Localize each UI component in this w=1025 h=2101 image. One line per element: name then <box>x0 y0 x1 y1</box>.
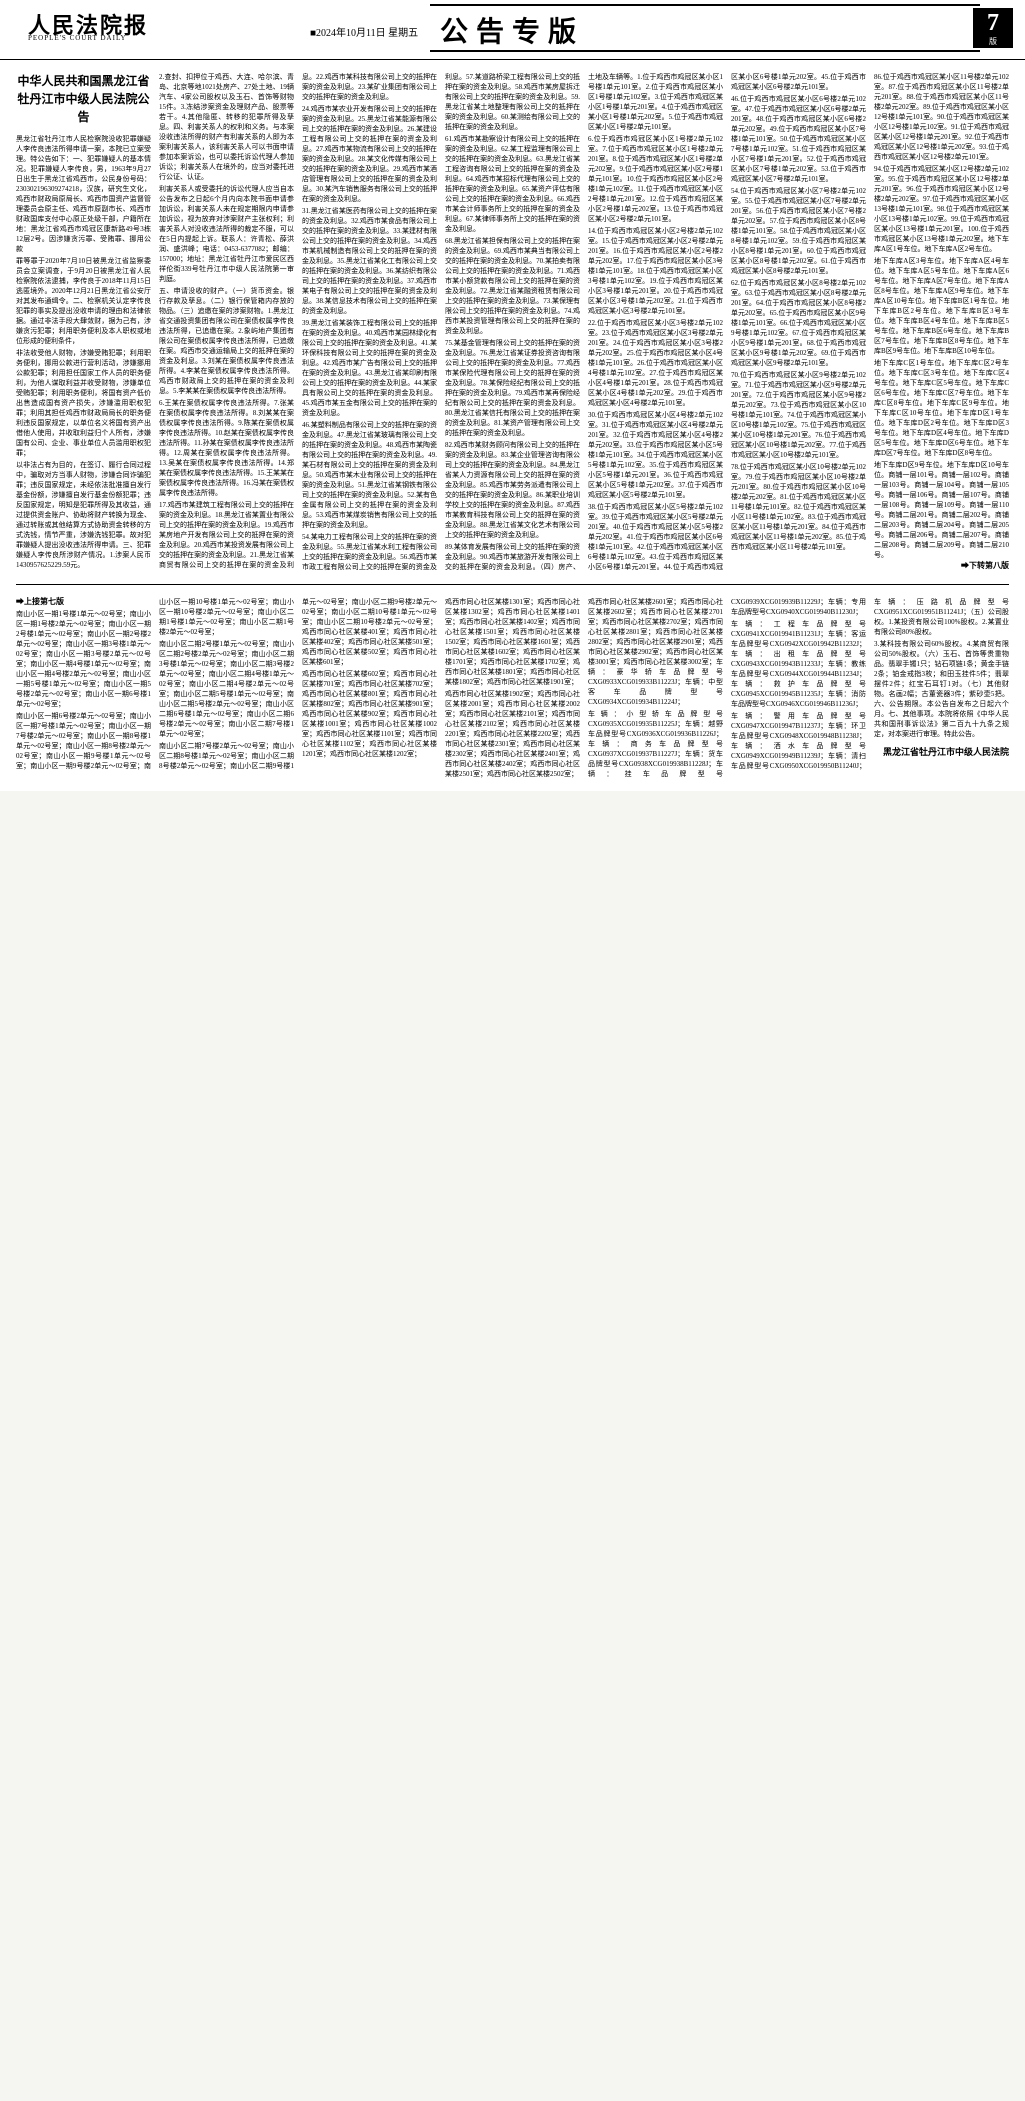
body-paragraph: 以非法占有为目的，在签订、履行合同过程中，骗取对方当事人财物，涉嫌合同诈骗犯罪；… <box>16 460 151 570</box>
body-paragraph: 61.鸡西市某勘察设计有限公司上交的抵押在案的资金及利息。62.某工程监理有限公… <box>445 134 580 234</box>
top-body-container: 黑龙江省牡丹江市人民检察院没收犯罪嫌疑人李传良违法所得申请一案，本院已立案受理。… <box>16 72 1009 572</box>
body-paragraph: 鸡西市同心社区某楼602室；鸡西市同心社区某楼701室；鸡西市同心社区某楼702… <box>302 669 437 759</box>
body-paragraph: 车辆：工程车品牌型号CXG0941XCG019941B11231J；车辆：客运车… <box>731 619 866 709</box>
body-paragraph: 75.某基金管理有限公司上交的抵押在案的资金及利息。76.黑龙江省某证券投资咨询… <box>445 338 580 438</box>
page-number-box: 7 版 <box>973 8 1013 48</box>
issuer-signature: 黑龙江省牡丹江市中级人民法院 <box>874 745 1009 758</box>
body-paragraph: 南山小区一期1号楼1单元～02号室；南山小区一期1号楼2单元～02号室；南山小区… <box>16 609 151 709</box>
top-columns: 中华人民共和国黑龙江省 牡丹江市中级人民法院公告 黑龙江省牡丹江市人民检察院没收… <box>16 72 1009 572</box>
continuation-from: ➡上接第七版 <box>16 597 151 607</box>
top-article-block: 中华人民共和国黑龙江省 牡丹江市中级人民法院公告 黑龙江省牡丹江市人民检察院没收… <box>0 60 1025 580</box>
bottom-body-container: 南山小区一期1号楼1单元～02号室；南山小区一期1号楼2单元～02号室；南山小区… <box>16 597 1009 779</box>
body-paragraph: 24.鸡西市某农业开发有限公司上交的抵押在案的资金及利息。25.黑龙江省某能源有… <box>302 104 437 204</box>
body-paragraph: 94.位于鸡西市鸡冠区某小区12号楼2单元102室。95.位于鸡西市鸡冠区某小区… <box>874 164 1009 254</box>
body-paragraph: 54.位于鸡西市鸡冠区某小区7号楼2单元102室。55.位于鸡西市鸡冠区某小区7… <box>731 186 866 276</box>
body-paragraph: 黑龙江省牡丹江市人民检察院没收犯罪嫌疑人李传良违法所得申请一案，本院已立案受理。… <box>16 134 151 254</box>
body-paragraph: 3.某科技有限公司60%股权。4.某商贸有限公司50%股权。（六）玉石、首饰等贵… <box>874 639 1009 739</box>
body-paragraph: 6.王某在案债权属李传良违法所得。7.张某在案债权属李传良违法所得。8.刘某某在… <box>159 398 294 498</box>
body-paragraph: 鸡西市同心社区某楼2601室；鸡西市同心社区某楼2602室；鸡西市同心社区某楼2… <box>588 597 723 707</box>
body-paragraph: 地下车库D区9号车位。地下车库D区10号车位。商铺一层101号。商铺一层102号… <box>874 460 1009 560</box>
body-paragraph: 五、申请没收的财产。（一）货币资金。银行存款及孳息。（二）银行保管箱内存放的物品… <box>159 286 294 396</box>
body-paragraph: 39.黑龙江省某装饰工程有限公司上交的抵押在案的资金及利息。40.鸡西市某园林绿… <box>302 318 437 418</box>
body-paragraph: 地下车库A区3号车位。地下车库A区4号车位。地下车库A区5号车位。地下车库A区6… <box>874 256 1009 356</box>
body-paragraph: 非法收受他人财物，涉嫌受贿犯罪；利用职务便利，挪用公款进行营利活动，涉嫌挪用公款… <box>16 348 151 458</box>
newspaper-page: 人民法院报 PEOPLE'S COURT DAILY ■2024年10月11日 … <box>0 0 1025 791</box>
section-title: 公告专版 <box>440 10 584 50</box>
body-paragraph: 14.位于鸡西市鸡冠区某小区2号楼2单元102室。15.位于鸡西市鸡冠区某小区2… <box>588 226 723 316</box>
page-header: 人民法院报 PEOPLE'S COURT DAILY ■2024年10月11日 … <box>0 0 1025 60</box>
dateline: ■2024年10月11日 星期五 <box>310 24 418 39</box>
notice-title-line2: 牡丹江市中级人民法院公告 <box>16 90 151 126</box>
body-paragraph: 30.位于鸡西市鸡冠区某小区4号楼2单元102室。31.位于鸡西市鸡冠区某小区4… <box>588 410 723 500</box>
body-paragraph: 62.位于鸡西市鸡冠区某小区8号楼2单元102室。63.位于鸡西市鸡冠区某小区8… <box>731 278 866 368</box>
body-paragraph: 6.位于鸡西市鸡冠区某小区1号楼2单元102室。7.位于鸡西市鸡冠区某小区1号楼… <box>588 134 723 224</box>
body-paragraph: 利害关系人或受委托的诉讼代理人应当自本公告发布之日起6个月内向本院书面申请参加诉… <box>159 184 294 284</box>
body-paragraph: 鸡西市同心社区某楼1301室；鸡西市同心社区某楼1302室；鸡西市同心社区某楼1… <box>445 597 580 687</box>
page-number: 7 <box>973 8 1013 38</box>
notice-title-line1: 中华人民共和国黑龙江省 <box>16 72 151 90</box>
body-paragraph: 南山小区二期2号楼1单元～02号室；南山小区二期2号楼2单元～02号室；南山小区… <box>159 639 294 739</box>
body-paragraph: 2.查封、扣押位于鸡西、大连、哈尔滨、青岛、北京等地1021处房产、27处土地、… <box>159 72 294 182</box>
body-paragraph: 78.位于鸡西市鸡冠区某小区10号楼2单元102室。79.位于鸡西市鸡冠区某小区… <box>731 462 866 552</box>
body-paragraph: 68.黑龙江省某担保有限公司上交的抵押在案的资金及利息。69.鸡西市某典当有限公… <box>445 236 580 336</box>
body-paragraph: 86.位于鸡西市鸡冠区某小区11号楼2单元102室。87.位于鸡西市鸡冠区某小区… <box>874 72 1009 162</box>
body-paragraph: 82.鸡西市某财务顾问有限公司上交的抵押在案的资金及利息。83.某企业管理咨询有… <box>445 440 580 540</box>
continuation-to: ➡下转第八版 <box>874 560 1009 571</box>
body-paragraph: 46.位于鸡西市鸡冠区某小区6号楼2单元102室。47.位于鸡西市鸡冠区某小区6… <box>731 94 866 184</box>
body-paragraph: 地下车库C区1号车位。地下车库C区2号车位。地下车库C区3号车位。地下车库C区4… <box>874 358 1009 458</box>
section-divider <box>16 584 1009 585</box>
section-rule-bottom <box>430 50 980 52</box>
masthead-subtitle: PEOPLE'S COURT DAILY <box>28 34 127 42</box>
bottom-columns: ➡上接第七版 南山小区一期1号楼1单元～02号室；南山小区一期1号楼2单元～02… <box>0 589 1025 791</box>
section-rule-top <box>430 4 980 6</box>
body-paragraph: 46.某塑料制品有限公司上交的抵押在案的资金及利息。47.黑龙江省某玻璃有限公司… <box>302 420 437 530</box>
page-number-suffix: 版 <box>973 38 1013 46</box>
body-paragraph: 鸡西市同心社区某楼1902室；鸡西市同心社区某楼2001室；鸡西市同心社区某楼2… <box>445 689 580 779</box>
body-paragraph: 70.位于鸡西市鸡冠区某小区9号楼2单元102室。71.位于鸡西市鸡冠区某小区9… <box>731 370 866 460</box>
notice-heading: 中华人民共和国黑龙江省 牡丹江市中级人民法院公告 <box>16 72 151 126</box>
body-paragraph: 罪等罪于2020年7月10日被黑龙江省监察委员会立案调查，于9月20日被黑龙江省… <box>16 256 151 346</box>
body-paragraph: 22.位于鸡西市鸡冠区某小区3号楼2单元102室。23.位于鸡西市鸡冠区某小区3… <box>588 318 723 408</box>
body-paragraph: 31.黑龙江省某医药有限公司上交的抵押在案的资金及利息。32.鸡西市某食品有限公… <box>302 206 437 316</box>
